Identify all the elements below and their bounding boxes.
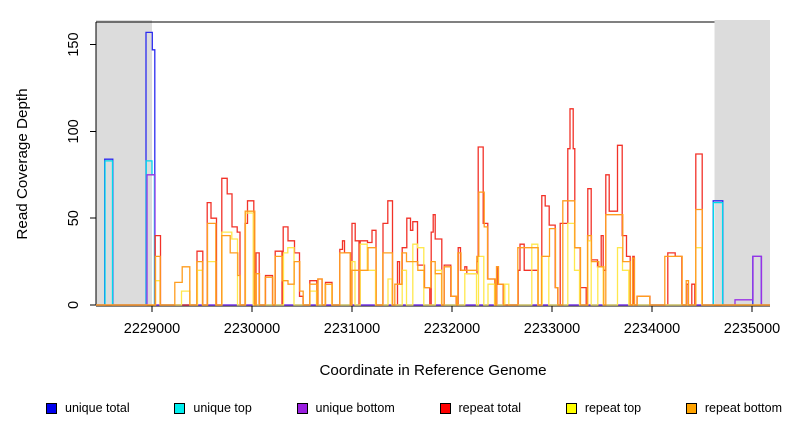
x-tick-label: 2235000 <box>724 321 780 337</box>
legend-item-unique-bottom: unique bottom <box>296 401 395 415</box>
legend-swatch <box>296 402 308 414</box>
x-axis-title: Coordinate in Reference Genome <box>319 362 546 379</box>
y-tick-label: 0 <box>66 301 82 309</box>
x-tick-label: 2234000 <box>624 321 680 337</box>
legend-swatch <box>174 402 186 414</box>
x-tick-label: 2229000 <box>124 321 180 337</box>
y-tick-label: 50 <box>66 210 82 226</box>
series-repeat-bottom <box>96 191 770 306</box>
x-tick-label: 2231000 <box>324 321 380 337</box>
y-tick-label: 100 <box>66 119 82 143</box>
legend-swatch <box>685 402 697 414</box>
legend-item-unique-total: unique total <box>46 401 130 415</box>
legend-label: unique bottom <box>315 401 395 415</box>
y-axis-title: Read Coverage Depth <box>14 88 31 239</box>
legend-item-unique-top: unique top <box>174 401 252 415</box>
legend-swatch <box>46 402 57 414</box>
x-tick-label: 2232000 <box>424 321 480 337</box>
legend-label: unique top <box>193 401 252 415</box>
series-unique-bottom <box>96 174 770 306</box>
legend-swatch <box>439 402 451 414</box>
series-repeat-top <box>96 212 770 306</box>
plot-frame <box>95 21 770 307</box>
x-tick-label: 2233000 <box>524 321 580 337</box>
legend-label: unique total <box>65 401 130 415</box>
legend-item-repeat-bottom: repeat bottom <box>685 401 782 415</box>
legend-item-repeat-top: repeat top <box>565 401 642 415</box>
legend: unique total unique top unique bottom repea… <box>46 401 782 415</box>
axes: 2229000 2230000 2231000 2232000 2233000 22340… <box>66 32 780 337</box>
y-tick-label: 150 <box>66 32 82 56</box>
legend-item-repeat-total: repeat total <box>439 401 522 415</box>
coverage-series <box>96 31 770 306</box>
coverage-chart: 2229000 2230000 2231000 2232000 2233000 22340… <box>14 20 780 379</box>
legend-label: repeat bottom <box>704 401 782 415</box>
legend-label: repeat top <box>584 401 642 415</box>
x-tick-label: 2230000 <box>224 321 280 337</box>
legend-swatch <box>565 402 577 414</box>
legend-label: repeat total <box>458 401 522 415</box>
series-unique-top <box>96 160 770 306</box>
